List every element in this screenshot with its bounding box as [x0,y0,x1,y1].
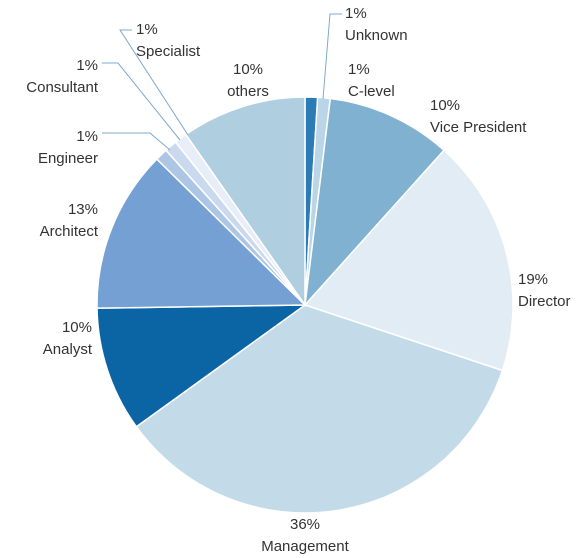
pie-slice [96,304,308,428]
value-label: 1% [136,21,158,38]
value-label: 1% [76,128,98,145]
category-label: others [227,83,269,100]
value-label: 13% [68,201,98,218]
value-label: 10% [430,97,460,114]
value-label: 1% [348,61,370,78]
pie-slice [303,97,446,308]
category-label: Management [261,538,349,555]
category-label: C-level [348,83,395,100]
value-label: 1% [345,5,367,22]
leader-line [119,29,189,136]
value-label: 19% [518,271,548,288]
leader-line [322,13,342,100]
pie-slice [184,96,306,308]
value-label: 10% [62,319,92,336]
value-label: 10% [233,61,263,78]
leader-line [102,62,181,141]
category-label: Vice President [430,119,527,136]
pie-slice [135,304,504,514]
category-label: Consultant [26,79,99,96]
category-label: Engineer [38,150,98,167]
leader-line [102,132,171,151]
category-label: Specialist [136,43,201,60]
value-label: 36% [290,516,320,533]
pie-slice [96,157,307,309]
category-label: Director [518,293,571,310]
pie-slice [303,149,514,372]
category-label: Analyst [43,341,93,358]
value-label: 1% [76,57,98,74]
category-label: Architect [40,223,99,240]
category-label: Unknown [345,27,408,44]
